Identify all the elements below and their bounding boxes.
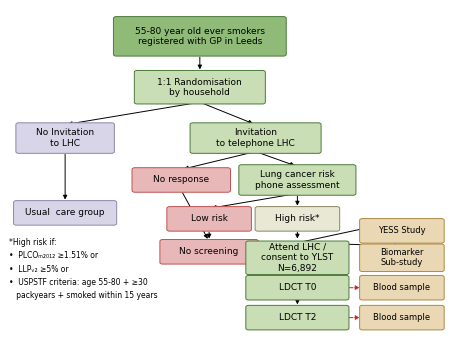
Text: LDCT T0: LDCT T0 [279, 283, 316, 292]
Text: Blood sample: Blood sample [374, 283, 430, 292]
Text: •  USPSTF criteria: age 55-80 + ≥30: • USPSTF criteria: age 55-80 + ≥30 [9, 278, 148, 287]
Text: Lung cancer risk
phone assessment: Lung cancer risk phone assessment [255, 170, 340, 190]
Text: 55-80 year old ever smokers
registered with GP in Leeds: 55-80 year old ever smokers registered w… [135, 27, 265, 46]
FancyBboxPatch shape [132, 168, 230, 192]
Text: Usual  care group: Usual care group [26, 208, 105, 218]
Text: Blood sample: Blood sample [374, 313, 430, 322]
FancyBboxPatch shape [239, 165, 356, 195]
Text: packyears + smoked within 15 years: packyears + smoked within 15 years [9, 291, 158, 300]
Text: No Invitation
to LHC: No Invitation to LHC [36, 128, 94, 148]
Text: YESS Study: YESS Study [378, 226, 426, 235]
Text: *High risk if:: *High risk if: [9, 238, 57, 247]
FancyBboxPatch shape [360, 305, 444, 330]
FancyBboxPatch shape [255, 207, 340, 231]
FancyBboxPatch shape [167, 207, 251, 231]
FancyBboxPatch shape [360, 244, 444, 272]
Text: Biomarker
Sub-study: Biomarker Sub-study [380, 248, 424, 267]
Text: •  PLCOₘ₂₀₁₂ ≥1.51% or: • PLCOₘ₂₀₁₂ ≥1.51% or [9, 251, 99, 261]
FancyBboxPatch shape [14, 201, 117, 225]
Text: Low risk: Low risk [191, 214, 228, 223]
FancyBboxPatch shape [16, 123, 114, 153]
FancyBboxPatch shape [360, 219, 444, 243]
Text: LDCT T2: LDCT T2 [279, 313, 316, 322]
FancyBboxPatch shape [246, 305, 349, 330]
Text: No response: No response [153, 175, 210, 184]
FancyBboxPatch shape [246, 275, 349, 300]
FancyBboxPatch shape [113, 16, 286, 56]
Text: •  LLPᵥ₂ ≥5% or: • LLPᵥ₂ ≥5% or [9, 265, 69, 274]
FancyBboxPatch shape [160, 239, 258, 264]
FancyBboxPatch shape [246, 241, 349, 275]
FancyBboxPatch shape [134, 70, 265, 104]
Text: 1:1 Randomisation
by household: 1:1 Randomisation by household [157, 78, 242, 97]
FancyBboxPatch shape [360, 275, 444, 300]
FancyBboxPatch shape [190, 123, 321, 153]
Text: Attend LHC /
consent to YLST
N=6,892: Attend LHC / consent to YLST N=6,892 [261, 243, 334, 273]
Text: No screening: No screening [180, 247, 239, 256]
Text: High risk*: High risk* [275, 214, 319, 223]
Text: Invitation
to telephone LHC: Invitation to telephone LHC [216, 128, 295, 148]
